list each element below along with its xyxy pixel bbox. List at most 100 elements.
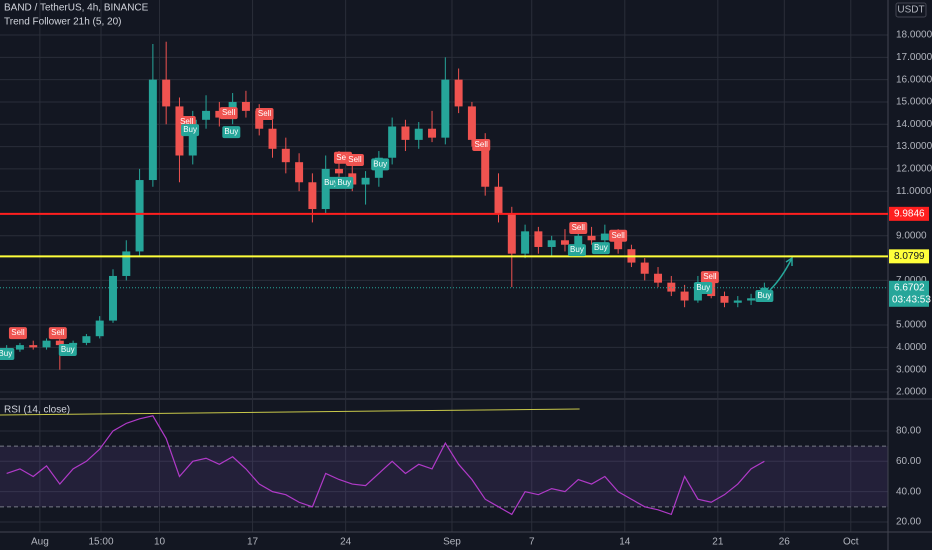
candle-body (15, 345, 24, 350)
candle-body (95, 320, 104, 337)
candle-body (574, 235, 583, 245)
sell-signal (569, 222, 588, 235)
buy-signal (58, 344, 77, 357)
y-tick-label: 11.0000 (896, 186, 932, 197)
candle-body (481, 139, 490, 187)
candle-body (295, 162, 304, 183)
level-label: 9.9846 (894, 208, 925, 219)
level-label: 8.0799 (894, 251, 925, 262)
signal-label: Sell (611, 231, 625, 240)
sell-signal (609, 229, 628, 242)
candle-body (454, 79, 463, 107)
unit-box (895, 2, 927, 18)
y-tick-label: 5.0000 (896, 320, 927, 331)
buy-signal (694, 282, 713, 295)
signal-label: Sell (703, 272, 717, 281)
y-tick-label: 3.0000 (896, 364, 927, 375)
sell-signal (345, 153, 364, 166)
rsi-tick-label: 20.00 (896, 517, 921, 528)
signal-label: Buy (373, 160, 387, 169)
candle-body (268, 128, 277, 149)
rsi-band (0, 446, 888, 507)
candle-body (587, 235, 596, 241)
level-tag (889, 249, 929, 264)
level-tag (889, 206, 929, 221)
signal-label: Buy (0, 349, 12, 358)
candle-body (680, 291, 689, 301)
candle-body (733, 300, 742, 303)
signal-label: Sell (222, 108, 236, 117)
sell-signal (219, 107, 238, 120)
candle-body (69, 342, 78, 346)
chart-title: BAND / TetherUS, 4h, BINANCE (4, 3, 149, 14)
candle-body (640, 262, 649, 274)
candle-body (55, 340, 64, 346)
y-tick-label: 4.0000 (896, 342, 927, 353)
sell-signal (48, 327, 67, 340)
buy-signal (0, 348, 15, 361)
buy-signal (181, 124, 200, 137)
signal-label: Buy (324, 178, 338, 187)
buy-signal (222, 126, 241, 139)
last-price-label: 6.6702 (894, 282, 925, 293)
rsi-line (6, 415, 765, 516)
y-tick-label: 13.0000 (896, 141, 932, 152)
buy-signal (567, 244, 586, 257)
candle-body (534, 231, 543, 247)
candle-body (720, 296, 729, 303)
candle-body (215, 110, 224, 118)
signal-label: Buy (570, 245, 584, 254)
x-tick-label: Oct (843, 537, 859, 548)
signal-label: Buy (594, 243, 608, 252)
candle-body (388, 126, 397, 158)
candle-body (281, 148, 290, 163)
sell-signal (8, 327, 27, 340)
last-price-tag (889, 280, 929, 307)
axis-unit: USDT (897, 5, 924, 16)
candle-body (560, 240, 569, 245)
candle-body (361, 177, 370, 185)
signal-label: Sell (11, 328, 25, 337)
candle-body (521, 231, 530, 254)
y-tick-label: 12.0000 (896, 164, 932, 175)
candle-body (308, 182, 317, 210)
signal-label: Buy (183, 125, 197, 134)
candle-body (241, 101, 250, 111)
x-tick-label: Aug (31, 537, 49, 548)
sell-signal (255, 108, 274, 121)
candle-body (122, 251, 131, 276)
signal-label: Sell (336, 153, 350, 162)
x-tick-label: 15:00 (89, 537, 114, 548)
buy-signal (755, 290, 774, 303)
signal-label: Sell (258, 109, 272, 118)
rsi-tick-label: 80.00 (896, 426, 921, 437)
buy-signal (591, 242, 610, 255)
candle-body (414, 128, 423, 140)
y-tick-label: 7.0000 (896, 275, 927, 286)
y-tick-label: 9.0000 (896, 230, 927, 241)
x-tick-label: 10 (154, 537, 166, 548)
rsi-tick-label: 60.00 (896, 456, 921, 467)
signal-label: Sell (348, 155, 362, 164)
candle-body (654, 273, 663, 283)
candle-body (162, 79, 171, 107)
indicator-label: Trend Follower 21h (5, 20) (4, 17, 121, 28)
signal-label: Sell (475, 140, 489, 149)
candle-body (175, 106, 184, 156)
candle-body (507, 213, 516, 254)
signal-label: Sell (572, 223, 586, 232)
buy-signal (335, 176, 354, 189)
signal-label: Buy (224, 127, 238, 136)
y-tick-label: 16.0000 (896, 74, 932, 85)
x-tick-label: Sep (443, 537, 461, 548)
sell-signal (700, 271, 719, 284)
countdown: 03:43:53 (892, 294, 931, 305)
x-tick-label: 17 (247, 537, 259, 548)
buy-signal (371, 158, 390, 171)
candle-body (494, 186, 503, 214)
x-tick-label: 21 (712, 537, 724, 548)
x-tick-label: 14 (619, 537, 631, 548)
y-tick-label: 18.0000 (896, 30, 932, 41)
y-tick-label: 2.0000 (896, 387, 927, 398)
